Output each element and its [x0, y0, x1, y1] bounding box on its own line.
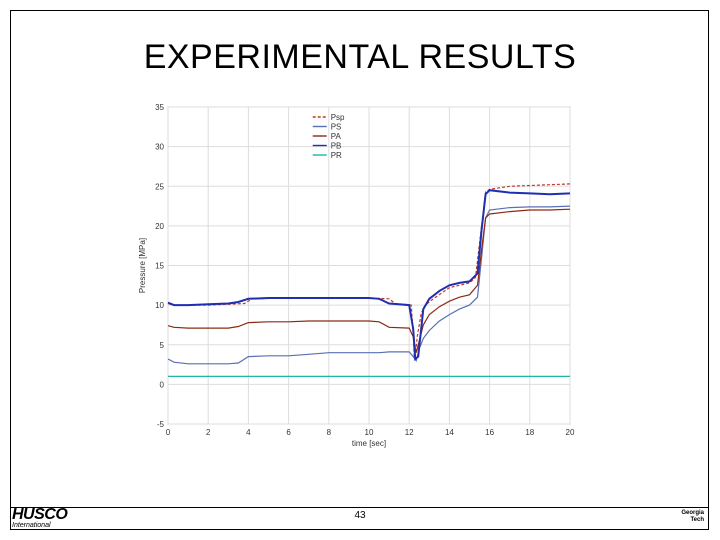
georgia-tech-logo: Georgia Tech	[660, 510, 704, 528]
x-tick-label: 8	[327, 428, 332, 437]
legend-label-pa: PA	[331, 132, 342, 141]
series-line-pb	[167, 189, 571, 361]
slide-title: EXPERIMENTAL RESULTS	[143, 38, 577, 76]
y-axis-label: Pressure [MPa]	[138, 238, 147, 293]
y-tick-label: 30	[155, 143, 164, 152]
husco-logo: HUSCO International	[12, 506, 82, 530]
x-tick-label: 16	[485, 428, 494, 437]
legend-label-pb: PB	[331, 142, 342, 151]
georgia-tech-logo-line1: Georgia	[681, 510, 704, 516]
y-tick-label: 35	[155, 103, 164, 112]
x-tick-label: 18	[525, 428, 534, 437]
y-tick-label: 15	[155, 262, 164, 271]
x-tick-label: 14	[445, 428, 454, 437]
footer-divider	[10, 507, 709, 508]
legend-label-psp: Psp	[331, 113, 345, 122]
y-tick-label: 20	[155, 222, 164, 231]
page-number: 43	[354, 510, 366, 521]
y-tick-label: 25	[155, 182, 164, 191]
georgia-tech-logo-line2: Tech	[690, 517, 704, 523]
legend-label-pr: PR	[331, 151, 342, 160]
husco-logo-sub: International	[12, 522, 51, 529]
x-axis-label: time [sec]	[352, 439, 386, 448]
y-tick-label: 0	[160, 380, 165, 389]
y-tick-label: 10	[155, 301, 164, 310]
x-tick-label: 12	[405, 428, 414, 437]
slide-frame	[10, 10, 709, 530]
x-tick-label: 10	[365, 428, 374, 437]
y-tick-label: 5	[160, 341, 165, 350]
y-tick-label: -5	[157, 420, 165, 429]
legend-label-ps: PS	[331, 123, 342, 132]
x-tick-label: 6	[286, 428, 291, 437]
x-tick-label: 20	[566, 428, 575, 437]
husco-logo-brand: HUSCO	[12, 506, 68, 523]
x-tick-label: 2	[206, 428, 211, 437]
x-tick-label: 4	[246, 428, 251, 437]
x-tick-label: 0	[166, 428, 171, 437]
